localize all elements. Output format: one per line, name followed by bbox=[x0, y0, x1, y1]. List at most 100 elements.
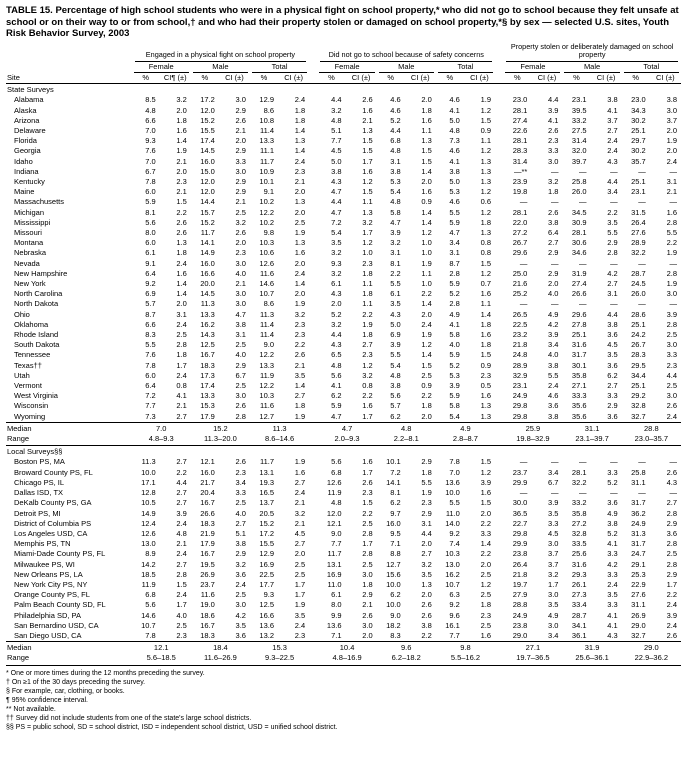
value-cell: 5.4 bbox=[331, 228, 342, 238]
value-cell: 31.9 bbox=[571, 268, 587, 278]
value-cell: 2.4 bbox=[421, 319, 432, 329]
value-cell: 28.1 bbox=[571, 228, 587, 238]
value-cell: 1.4 bbox=[421, 166, 432, 176]
value-cell: 13.6 bbox=[326, 620, 342, 630]
value-cell: 4.4 bbox=[390, 125, 401, 135]
table-row: Nebraska 6.1 1.8 14.9 2.3 10.6 1.6 3.2 1.0 3.1 1.0… bbox=[6, 248, 681, 258]
value-cell: 29.1 bbox=[631, 559, 646, 569]
table-row: Alabama 8.5 3.2 17.2 3.0 12.9 2.4 4.4 2.6 4.6 2.0 4… bbox=[6, 95, 681, 105]
site-cell: North Carolina bbox=[14, 289, 63, 299]
value-cell: 1.9 bbox=[421, 330, 432, 340]
value-cell: 1.4 bbox=[421, 207, 432, 217]
value-cell: 16.0 bbox=[200, 156, 215, 166]
value-cell: 27.5 bbox=[571, 125, 587, 135]
value-cell: 12.1 bbox=[200, 457, 215, 467]
value-cell: 2.9 bbox=[421, 508, 432, 518]
value-cell: 6.7 bbox=[548, 477, 559, 487]
value-cell: 2.0 bbox=[421, 411, 432, 421]
yrbs-table: Engaged in a physical fight on school pr… bbox=[6, 42, 681, 666]
column-spacer bbox=[495, 320, 503, 330]
column-spacer bbox=[309, 478, 317, 488]
value-cell: 4.1 bbox=[548, 115, 559, 125]
footnote: * One or more times during the 12 months… bbox=[6, 669, 205, 677]
column-spacer bbox=[495, 371, 503, 381]
median-row: Median 7.0 15.2 11.3 4.7 4.8 4.9 25.9 31.1 28.8 bbox=[6, 421, 681, 435]
value-cell: 18.6 bbox=[200, 610, 215, 620]
value-cell: 2.4 bbox=[235, 579, 246, 589]
value-cell: 16.9 bbox=[326, 569, 342, 579]
median-value: 31.9 bbox=[562, 641, 622, 654]
value-cell: 2.0 bbox=[294, 187, 306, 197]
percent-header: % bbox=[131, 72, 160, 85]
value-cell: 3.0 bbox=[548, 539, 559, 549]
value-cell: 4.3 bbox=[331, 340, 342, 350]
value-cell: 5.3 bbox=[390, 177, 401, 186]
value-cell: 31.6 bbox=[571, 340, 587, 350]
value-cell: 2.8 bbox=[362, 549, 373, 559]
value-cell: 6.8 bbox=[390, 136, 401, 146]
value-cell: 1.5 bbox=[480, 258, 492, 268]
column-spacer bbox=[309, 259, 317, 269]
value-cell: 14.3 bbox=[200, 330, 215, 340]
value-cell: 2.3 bbox=[235, 248, 246, 258]
value-cell: 27.9 bbox=[512, 590, 528, 600]
value-cell: 1.5 bbox=[421, 360, 432, 370]
value-cell: 2.1 bbox=[294, 498, 306, 508]
value-cell: 3.3 bbox=[607, 600, 618, 610]
column-spacer bbox=[309, 187, 317, 197]
value-cell: 3.9 bbox=[548, 330, 559, 340]
ci-header: CI¶ (±) bbox=[159, 72, 191, 85]
value-cell: 3.9 bbox=[390, 228, 401, 238]
value-cell: 22.5 bbox=[512, 319, 528, 329]
value-cell: 4.3 bbox=[607, 156, 618, 166]
value-cell: 2.9 bbox=[548, 248, 559, 258]
value-cell: 2.2 bbox=[480, 549, 492, 559]
value-cell: 1.1 bbox=[362, 279, 373, 289]
value-cell: 34.3 bbox=[631, 105, 646, 115]
value-cell: 29.9 bbox=[512, 539, 528, 549]
median-value: 27.1 bbox=[503, 641, 563, 654]
median-value: 4.8 bbox=[376, 421, 436, 435]
column-spacer bbox=[495, 361, 503, 371]
value-cell: 4.0 bbox=[548, 350, 559, 360]
value-cell: 15.3 bbox=[200, 401, 215, 411]
value-cell: 1.5 bbox=[480, 350, 492, 360]
site-cell: Tennessee bbox=[14, 350, 51, 360]
value-cell: 3.9 bbox=[666, 610, 677, 620]
value-cell: 5.5 bbox=[390, 350, 401, 360]
value-cell: 4.2 bbox=[607, 268, 618, 278]
value-cell: 3.0 bbox=[548, 156, 559, 166]
value-cell: 2.3 bbox=[176, 177, 187, 186]
value-cell: 2.6 bbox=[421, 610, 432, 620]
range-value: 11.3–20.0 bbox=[190, 434, 250, 447]
value-cell: 2.1 bbox=[666, 187, 677, 197]
value-cell: 3.9 bbox=[390, 340, 401, 350]
value-cell: 5.2 bbox=[449, 360, 460, 370]
site-cell: San Bernardino USD, CA bbox=[14, 620, 99, 630]
value-cell: 1.6 bbox=[421, 115, 432, 125]
value-cell: 15.0 bbox=[200, 166, 215, 176]
table-row: Maine 6.0 2.1 12.0 2.9 9.1 2.0 4.7 1.5 5.4 1.6 5.3 1… bbox=[6, 187, 681, 197]
value-cell: 2.4 bbox=[607, 136, 618, 146]
column-spacer bbox=[495, 340, 503, 350]
sex-label: Total bbox=[437, 62, 494, 73]
value-cell: 2.4 bbox=[294, 620, 306, 630]
footnote: § For example, car, clothing, or books. bbox=[6, 687, 125, 695]
table-row: Oklahoma 6.6 2.4 16.2 3.8 11.4 2.3 3.2 1.9 5.0 2.4… bbox=[6, 320, 681, 330]
value-cell: 2.2 bbox=[176, 467, 187, 477]
value-cell: 2.3 bbox=[421, 498, 432, 508]
value-cell: 23.1 bbox=[512, 381, 528, 391]
column-spacer bbox=[495, 488, 503, 498]
section-row: Local Surveys§§ bbox=[6, 446, 681, 458]
corner-cell bbox=[6, 43, 132, 62]
site-cell: New Hampshire bbox=[14, 268, 68, 278]
value-cell: 30.6 bbox=[571, 238, 587, 248]
median-value: 15.3 bbox=[249, 641, 310, 654]
value-cell: 2.5 bbox=[235, 340, 246, 350]
value-cell: 12.7 bbox=[386, 559, 401, 569]
footnote: †† Survey did not include students from … bbox=[6, 714, 252, 722]
value-cell: 27.2 bbox=[571, 518, 587, 528]
value-cell: — bbox=[519, 457, 528, 467]
sex-header: Total bbox=[436, 62, 495, 73]
value-cell: 2.1 bbox=[235, 279, 246, 289]
